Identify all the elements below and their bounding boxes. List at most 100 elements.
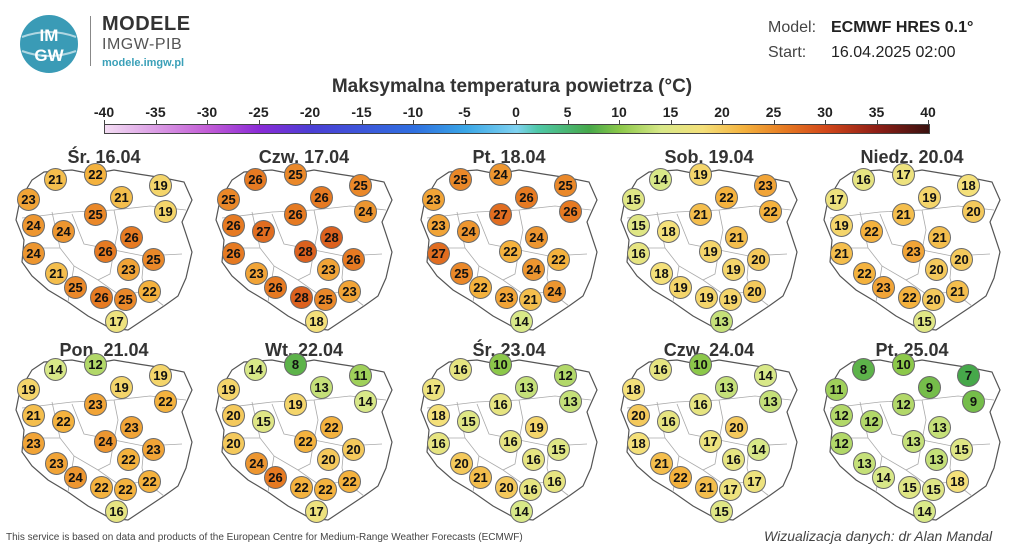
city-temperature: 21 xyxy=(928,226,951,249)
model-value: ECMWF HRES 0.1° xyxy=(831,19,974,36)
city-temperature: 20 xyxy=(222,432,245,455)
city-temperature: 28 xyxy=(320,226,343,249)
scale-tick-label: 10 xyxy=(611,104,627,120)
city-temperature: 20 xyxy=(627,404,650,427)
scale-tick-mark xyxy=(773,120,775,124)
city-temperature: 20 xyxy=(317,448,340,471)
city-temperature: 19 xyxy=(149,174,172,197)
scale-tick-mark xyxy=(310,120,311,124)
city-temperature: 17 xyxy=(105,310,128,333)
city-temperature: 16 xyxy=(689,393,712,416)
city-temperature: 22 xyxy=(138,470,161,493)
map-title: Maksymalna temperatura powietrza (°C) xyxy=(331,76,693,97)
forecast-map: 8 10 7 11 9 9 12 12 12 13 12 13 15 13 13 14 15 15 18 14 xyxy=(822,353,1002,523)
city-temperature: 17 xyxy=(892,163,915,186)
scale-tick-label: 5 xyxy=(563,104,572,120)
day-label: Wt. 22.04 xyxy=(264,340,344,360)
city-temperature: 25 xyxy=(84,203,107,226)
city-temperature: 12 xyxy=(554,364,577,387)
city-temperature: 14 xyxy=(244,358,267,381)
city-temperature: 13 xyxy=(759,390,782,413)
city-temperature: 23 xyxy=(872,276,895,299)
start-label: Start: xyxy=(768,44,807,61)
svg-text:IM: IM xyxy=(40,26,59,45)
city-temperature: 20 xyxy=(950,248,973,271)
city-temperature: 22 xyxy=(547,248,570,271)
city-temperature: 18 xyxy=(946,470,969,493)
day-label: Śr. 23.04 xyxy=(472,340,546,360)
city-temperature: 26 xyxy=(94,240,117,263)
city-temperature: 21 xyxy=(519,288,542,311)
city-temperature: 22 xyxy=(669,466,692,489)
forecast-map: 16 10 14 18 13 13 20 16 16 20 18 17 14 16 21 22 21 17 17 15 xyxy=(619,353,799,523)
scale-tick-mark xyxy=(567,120,569,124)
city-temperature: 26 xyxy=(342,248,365,271)
city-temperature: 26 xyxy=(310,186,333,209)
city-temperature: 16 xyxy=(427,432,450,455)
forecast-map: 14 19 23 15 22 22 15 18 21 21 16 19 20 19 18 19 19 19 20 13 xyxy=(619,163,799,333)
city-temperature: 19 xyxy=(217,378,240,401)
scale-tick-mark xyxy=(722,120,723,124)
city-temperature: 15 xyxy=(922,478,945,501)
city-temperature: 20 xyxy=(743,280,766,303)
city-temperature: 22 xyxy=(117,448,140,471)
scale-tick-mark xyxy=(619,120,620,124)
city-temperature: 24 xyxy=(64,466,87,489)
forecast-map: 21 22 19 23 21 19 24 24 25 26 24 26 25 23 21 25 26 25 22 17 xyxy=(14,163,194,333)
city-temperature: 16 xyxy=(489,393,512,416)
scale-tick-mark xyxy=(155,120,157,124)
city-temperature: 19 xyxy=(918,186,941,209)
city-temperature: 19 xyxy=(110,376,133,399)
city-temperature: 26 xyxy=(90,286,113,309)
city-temperature: 22 xyxy=(114,478,137,501)
city-temperature: 20 xyxy=(925,258,948,281)
city-temperature: 19 xyxy=(722,258,745,281)
city-temperature: 23 xyxy=(495,286,518,309)
city-temperature: 25 xyxy=(142,248,165,271)
brand-url-link[interactable]: modele.imgw.pl xyxy=(102,57,185,69)
city-temperature: 27 xyxy=(427,242,450,265)
city-temperature: 15 xyxy=(622,188,645,211)
start-value: 16.04.2025 02:00 xyxy=(831,44,956,61)
scale-tick-label: 25 xyxy=(765,104,782,120)
forecast-map: 16 10 12 17 13 13 18 15 16 19 16 16 15 16 20 21 20 16 16 14 xyxy=(419,353,599,523)
city-temperature: 25 xyxy=(450,262,473,285)
day-label: Niedz. 20.04 xyxy=(860,147,964,167)
scale-tick-mark xyxy=(670,120,672,124)
scale-tick-mark xyxy=(464,120,466,124)
city-temperature: 16 xyxy=(522,448,545,471)
city-temperature: 15 xyxy=(252,410,275,433)
day-label: Czw. 17.04 xyxy=(258,147,350,167)
city-temperature: 24 xyxy=(94,430,117,453)
city-temperature: 22 xyxy=(290,476,313,499)
city-temperature: 26 xyxy=(244,168,267,191)
city-temperature: 21 xyxy=(689,203,712,226)
city-temperature: 14 xyxy=(510,500,533,523)
city-temperature: 16 xyxy=(657,410,680,433)
city-temperature: 13 xyxy=(559,390,582,413)
city-temperature: 26 xyxy=(284,203,307,226)
city-temperature: 14 xyxy=(354,390,377,413)
forecast-map: 25 24 25 23 26 26 23 24 27 24 27 22 22 24 25 22 23 21 24 14 xyxy=(419,163,599,333)
city-temperature: 24 xyxy=(522,258,545,281)
visualization-credit: Wizualizacja danych: dr Alan Mandal xyxy=(764,528,993,544)
city-temperature: 21 xyxy=(695,476,718,499)
city-temperature: 22 xyxy=(90,476,113,499)
city-temperature: 24 xyxy=(525,226,548,249)
scale-tick-mark xyxy=(207,120,208,124)
city-temperature: 26 xyxy=(264,276,287,299)
city-temperature: 23 xyxy=(317,258,340,281)
city-temperature: 13 xyxy=(928,416,951,439)
city-temperature: 19 xyxy=(699,240,722,263)
city-temperature: 14 xyxy=(913,500,936,523)
city-temperature: 17 xyxy=(699,430,722,453)
city-temperature: 21 xyxy=(650,452,673,475)
city-temperature: 19 xyxy=(669,276,692,299)
day-label: Sob. 19.04 xyxy=(664,147,754,167)
scale-tick-label: -25 xyxy=(248,104,269,120)
city-temperature: 27 xyxy=(252,220,275,243)
city-temperature: 18 xyxy=(427,404,450,427)
city-temperature: 18 xyxy=(627,432,650,455)
city-temperature: 20 xyxy=(747,248,770,271)
brand-divider xyxy=(90,16,91,66)
